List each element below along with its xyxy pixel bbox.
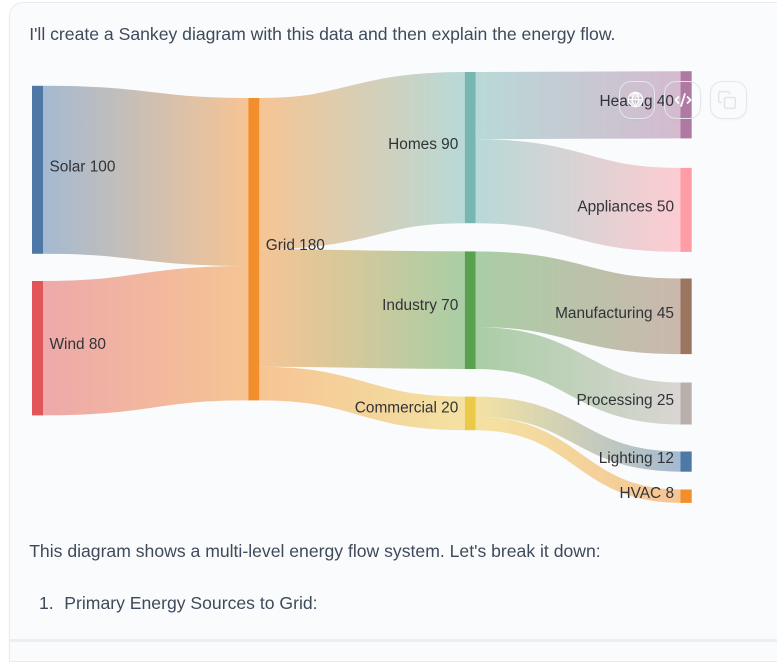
svg-text:Appliances 50: Appliances 50	[577, 199, 674, 216]
svg-text:Commercial 20: Commercial 20	[355, 400, 459, 417]
svg-text:Processing 25: Processing 25	[576, 392, 674, 409]
svg-text:Solar 100: Solar 100	[50, 158, 116, 175]
svg-text:Lighting 12: Lighting 12	[599, 450, 674, 467]
svg-text:Manufacturing 45: Manufacturing 45	[555, 305, 674, 322]
svg-text:Wind 80: Wind 80	[50, 336, 106, 353]
svg-text:Homes 90: Homes 90	[388, 136, 458, 153]
svg-text:Industry 70: Industry 70	[382, 297, 458, 314]
svg-text:HVAC 8: HVAC 8	[620, 485, 674, 502]
svg-text:Grid 180: Grid 180	[266, 237, 325, 254]
